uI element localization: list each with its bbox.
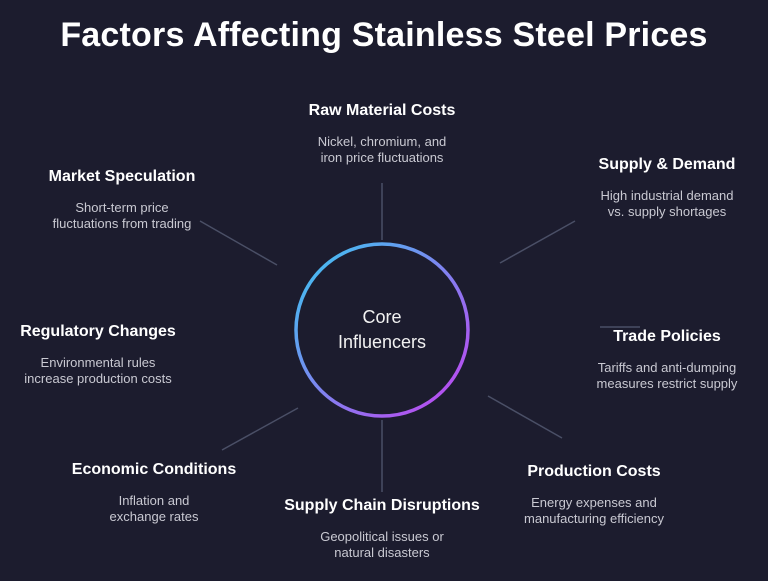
- factor-supply-chain-disruptions: Supply Chain Disruptions Geopolitical is…: [272, 497, 492, 561]
- connector-supply-demand: [499, 220, 576, 264]
- factor-name: Trade Policies: [613, 328, 721, 345]
- factor-name: Regulatory Changes: [20, 323, 176, 340]
- factor-desc: Environmental rules increase production c…: [24, 355, 172, 386]
- factor-name: Raw Material Costs: [308, 102, 456, 119]
- factor-name: Economic Conditions: [71, 461, 237, 478]
- factor-supply-demand: Supply & Demand High industrial demand vs…: [567, 156, 767, 220]
- factor-desc: High industrial demand vs. supply shortag…: [600, 188, 734, 219]
- center-label-line2: Influencers: [337, 332, 427, 352]
- connector-production-costs: [487, 395, 563, 439]
- factor-name: Production Costs: [527, 463, 661, 480]
- factor-desc: Energy expenses and manufacturing efficie…: [524, 495, 664, 526]
- factor-name: Supply & Demand: [598, 156, 736, 173]
- factor-desc: Tariffs and anti-dumping measures restric…: [596, 360, 738, 391]
- factor-trade-policies: Trade Policies Tariffs and anti-dumping m…: [567, 328, 767, 392]
- factor-regulatory-changes: Regulatory Changes Environmental rules in…: [0, 323, 196, 387]
- factor-desc: Nickel, chromium, and iron price fluctuat…: [317, 134, 447, 165]
- connector-economic: [221, 407, 299, 451]
- factor-economic-conditions: Economic Conditions Inflation and exchang…: [54, 461, 254, 525]
- connector-market-speculation: [199, 220, 278, 266]
- core-influencers-node: Core Influencers: [296, 244, 468, 416]
- center-label-line1: Core: [362, 307, 402, 327]
- factor-desc: Inflation and exchange rates: [109, 493, 199, 524]
- factor-desc: Geopolitical issues or natural disasters: [320, 529, 444, 560]
- factor-production-costs: Production Costs Energy expenses and manu…: [494, 463, 694, 527]
- factor-name: Market Speculation: [48, 168, 196, 185]
- page-title: Factors Affecting Stainless Steel Prices: [60, 16, 708, 54]
- factor-market-speculation: Market Speculation Short-term price fluct…: [22, 168, 222, 232]
- factor-raw-material-costs: Raw Material Costs Nickel, chromium, and…: [282, 102, 482, 166]
- factor-name: Supply Chain Disruptions: [284, 497, 480, 514]
- core-ring: [294, 242, 470, 418]
- factor-desc: Short-term price fluctuations from tradin…: [52, 200, 192, 231]
